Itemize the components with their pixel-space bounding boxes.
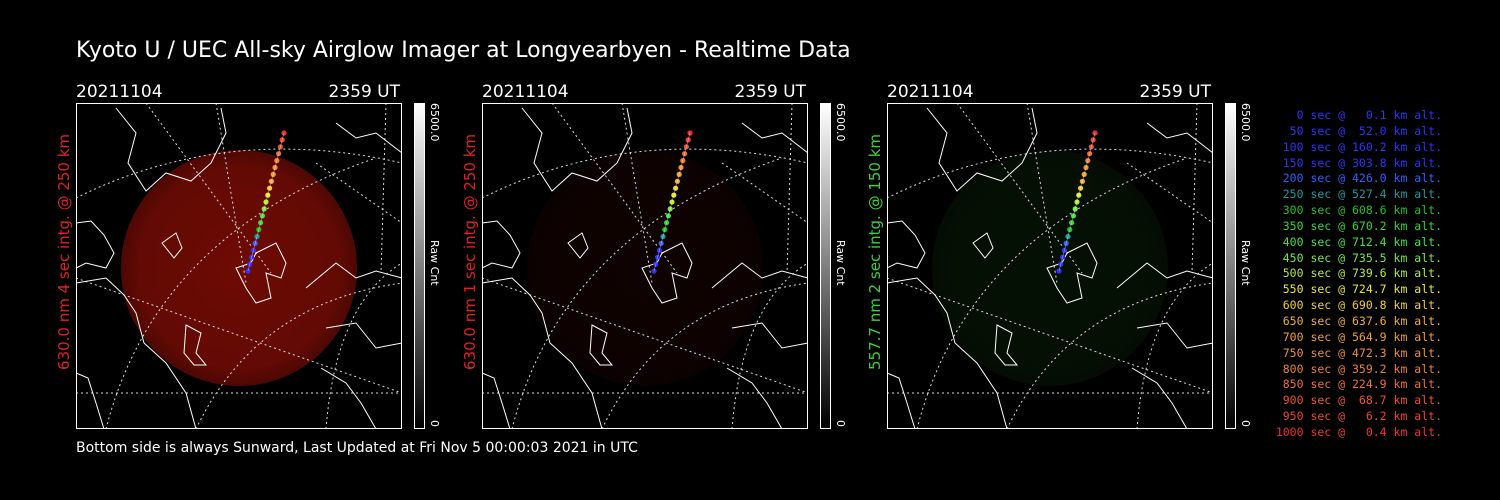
legend-row: 700 sec @ 564.9 km alt. — [1282, 329, 1442, 344]
legend-row: 0 sec @ 0.1 km alt. — [1296, 108, 1442, 122]
legend-row: 900 sec @ 68.7 km alt. — [1282, 393, 1442, 408]
panel-1-cbar-max: 6500.0 — [428, 103, 441, 142]
legend-row: 350 sec @ 670.2 km alt. — [1282, 218, 1442, 233]
legend-row: 250 sec @ 527.4 km alt. — [1282, 187, 1442, 202]
panel-2-colorbar — [820, 103, 831, 429]
legend-row: 650 sec @ 637.6 km alt. — [1282, 313, 1442, 328]
panel-1-date: 20211104 — [76, 82, 163, 102]
panel-2-side-label: 630.0 nm 1 sec intg. @ 250 km — [461, 133, 479, 370]
legend-row: 550 sec @ 724.7 km alt. — [1282, 282, 1442, 297]
map-frame — [887, 103, 1213, 429]
panel-1-time: 2359 UT — [328, 82, 401, 102]
panel-2-cbar-label: Raw Cnt — [834, 240, 847, 286]
panel-2-cbar-max: 6500.0 — [834, 103, 847, 142]
panel-2-time: 2359 UT — [734, 82, 807, 102]
legend-row: 850 sec @ 224.9 km alt. — [1282, 377, 1442, 392]
airglow-image — [121, 150, 357, 386]
coastlines — [76, 107, 402, 429]
panel-3-side-label: 557.7 nm 2 sec intg. @ 150 km — [866, 133, 884, 370]
legend-row: 1000 sec @ 0.4 km alt. — [1275, 424, 1442, 439]
time-altitude-legend: 0 sec @ 0.1 km alt. 50 sec @ 52.0 km alt.… — [1212, 108, 1442, 441]
legend-row: 450 sec @ 735.5 km alt. — [1282, 250, 1442, 265]
coastlines — [887, 107, 1213, 429]
panel-1-side-label: 630.0 nm 4 sec intg. @ 250 km — [55, 133, 73, 370]
legend-row: 100 sec @ 160.2 km alt. — [1282, 139, 1442, 154]
panel-3-time: 2359 UT — [1139, 82, 1212, 102]
airglow-image — [932, 150, 1168, 386]
panel-1-colorbar — [414, 103, 425, 429]
legend-row: 750 sec @ 472.3 km alt. — [1282, 345, 1442, 360]
map-frame — [76, 103, 402, 429]
trajectory-line — [247, 132, 285, 272]
panel-3-sky-map — [887, 103, 1213, 429]
legend-row: 50 sec @ 52.0 km alt. — [1289, 123, 1442, 138]
page-title: Kyoto U / UEC All-sky Airglow Imager at … — [76, 38, 851, 63]
panel-2-cbar-min: 0 — [834, 420, 847, 427]
panel-2-date: 20211104 — [482, 82, 569, 102]
panel-1-sky-map — [76, 103, 402, 429]
panel-3-date: 20211104 — [887, 82, 974, 102]
airglow-image — [527, 150, 763, 386]
panel-1-cbar-min: 0 — [428, 420, 441, 427]
legend-row: 500 sec @ 739.6 km alt. — [1282, 266, 1442, 281]
panel-2-sky-map — [482, 103, 808, 429]
panel-1-cbar-label: Raw Cnt — [428, 240, 441, 286]
legend-row: 300 sec @ 608.6 km alt. — [1282, 203, 1442, 218]
legend-row: 200 sec @ 426.0 km alt. — [1282, 171, 1442, 186]
footer-note: Bottom side is always Sunward, Last Upda… — [76, 440, 638, 456]
trajectory-line — [653, 132, 691, 272]
panel-3-colorbar — [1225, 103, 1236, 429]
legend-row: 950 sec @ 6.2 km alt. — [1282, 409, 1442, 424]
legend-row: 400 sec @ 712.4 km alt. — [1282, 234, 1442, 249]
legend-row: 800 sec @ 359.2 km alt. — [1282, 361, 1442, 376]
coastlines — [482, 107, 808, 429]
map-frame — [482, 103, 808, 429]
legend-row: 150 sec @ 303.8 km alt. — [1282, 155, 1442, 170]
trajectory-line — [1058, 132, 1096, 272]
legend-row: 600 sec @ 690.8 km alt. — [1282, 298, 1442, 313]
